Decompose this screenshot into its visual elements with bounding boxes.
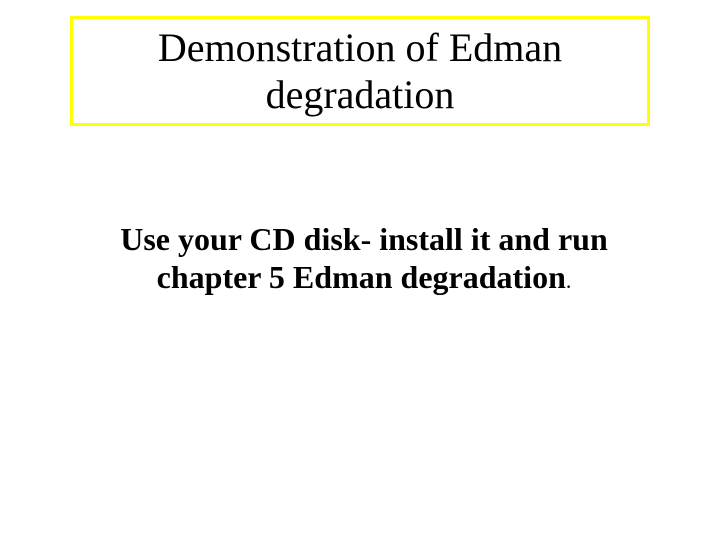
body-box: Use your CD disk- install it and run cha… <box>64 220 664 297</box>
title-text: Demonstration of Edman degradation <box>81 24 639 118</box>
body-period: . <box>566 268 572 293</box>
slide: Demonstration of Edman degradation Use y… <box>0 0 720 540</box>
body-text: Use your CD disk- install it and run cha… <box>120 221 608 295</box>
title-box: Demonstration of Edman degradation <box>70 16 650 126</box>
